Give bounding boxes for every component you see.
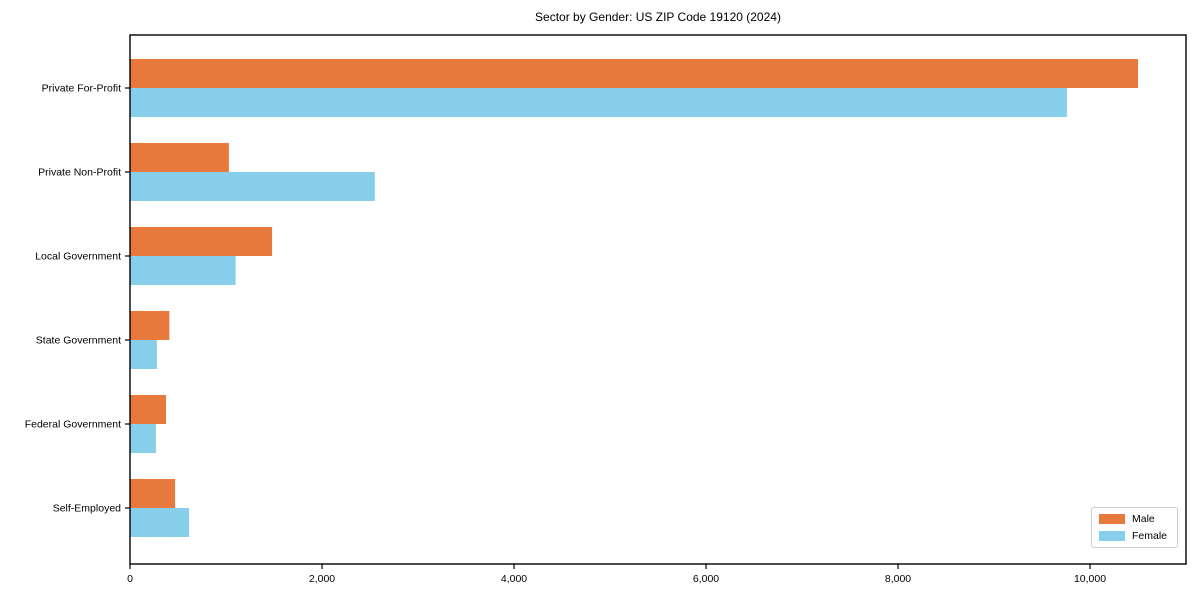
y-tick-label-state-government: State Government [36, 335, 121, 347]
bar-female-state-government [130, 340, 157, 369]
bar-male-local-government [130, 227, 273, 256]
bar-male-state-government [130, 311, 170, 340]
x-tick-label-4000: 4,000 [501, 573, 527, 585]
x-tick-label-0: 0 [127, 573, 133, 585]
legend: Male Female [1091, 507, 1178, 548]
x-tick-label-8000: 8,000 [885, 573, 911, 585]
bar-female-federal-government [130, 424, 156, 453]
y-tick-label-local-government: Local Government [35, 251, 121, 263]
bar-female-self-employed [130, 508, 190, 537]
x-tick-label-10000: 10,000 [1074, 573, 1106, 585]
legend-label-male: Male [1132, 513, 1155, 525]
bar-male-self-employed [130, 479, 176, 508]
y-tick-label-self-employed: Self-Employed [53, 503, 121, 515]
bar-female-private-for-profit [130, 88, 1067, 117]
legend-label-female: Female [1132, 530, 1168, 542]
bar-female-private-non-profit [130, 172, 375, 201]
bar-male-federal-government [130, 395, 166, 424]
x-tick-label-2000: 2,000 [309, 573, 335, 585]
legend-row-female: Female [1099, 530, 1170, 542]
y-tick-label-federal-government: Federal Government [25, 419, 121, 431]
y-tick-label-private-non-profit: Private Non-Profit [38, 167, 121, 179]
bar-male-private-non-profit [130, 143, 229, 172]
bar-male-private-for-profit [130, 59, 1138, 88]
female-series-swatch [1099, 531, 1125, 541]
y-tick-label-private-for-profit: Private For-Profit [42, 83, 121, 95]
male-series-swatch [1099, 514, 1125, 524]
chart-title: Sector by Gender: US ZIP Code 19120 (202… [535, 10, 781, 24]
bar-female-local-government [130, 256, 236, 285]
legend-row-male: Male [1099, 513, 1170, 525]
plot-border [129, 34, 1187, 565]
x-tick-label-6000: 6,000 [693, 573, 719, 585]
